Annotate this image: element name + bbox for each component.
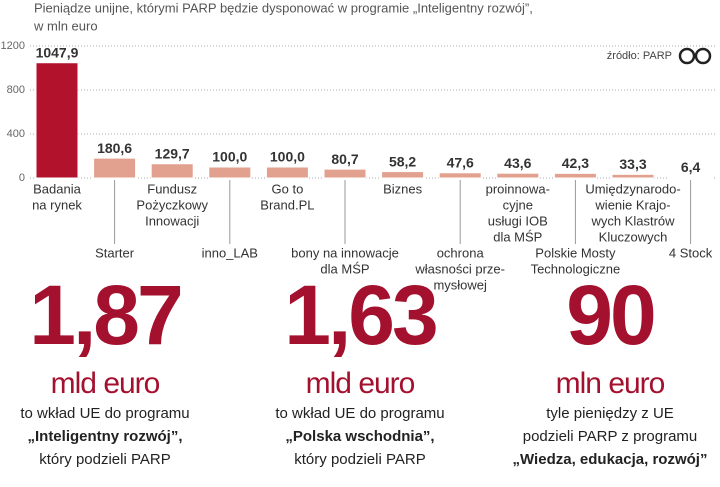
value-label: 6,4 bbox=[681, 159, 701, 175]
x-tick-label: Starter bbox=[95, 245, 135, 260]
x-tick-label: mysłowej bbox=[433, 277, 487, 292]
x-tick-label: proinnowa- bbox=[486, 181, 550, 196]
value-label: 80,7 bbox=[331, 151, 358, 167]
x-tick-label: ochrona bbox=[437, 245, 485, 260]
x-tick-label: Fundusz bbox=[147, 181, 197, 196]
stat-description: „Inteligentny rozwój”, bbox=[27, 428, 182, 445]
value-label: 42,3 bbox=[562, 155, 589, 171]
bar bbox=[669, 176, 713, 179]
x-tick-label: na rynek bbox=[32, 197, 82, 212]
x-tick-label: dla MŚP bbox=[320, 261, 369, 276]
value-label: 43,6 bbox=[504, 155, 531, 171]
x-tick-label: Umiędzynarodo- bbox=[585, 181, 680, 196]
stat-description: „Wiedza, edukacja, rozwój” bbox=[513, 451, 708, 468]
x-tick-label: cyjne bbox=[503, 197, 533, 212]
bar bbox=[208, 166, 252, 179]
x-tick-label: wienie Krajo- bbox=[594, 197, 670, 212]
x-tick-label: własności prze- bbox=[414, 261, 505, 276]
stat-description: który podzieli PARP bbox=[39, 451, 170, 468]
stat-description: to wkład UE do programu bbox=[20, 405, 189, 422]
value-label: 47,6 bbox=[447, 154, 474, 170]
y-tick-label: 0 bbox=[19, 172, 25, 184]
chart-subtitle: w mln euro bbox=[33, 18, 98, 33]
bar bbox=[35, 62, 79, 179]
x-tick-label: Go to bbox=[272, 181, 304, 196]
y-tick-label: 400 bbox=[7, 128, 25, 140]
value-label: 33,3 bbox=[619, 156, 646, 172]
x-tick-label: Brand.PL bbox=[260, 197, 314, 212]
bar bbox=[553, 172, 597, 179]
bar bbox=[323, 168, 367, 179]
stat-description: tyle pieniędzy z UE bbox=[546, 405, 674, 422]
stat-description: to wkład UE do programu bbox=[275, 405, 444, 422]
x-tick-label: Pożyczkowy bbox=[136, 197, 208, 212]
x-tick-label: Innowacji bbox=[145, 213, 199, 228]
stat-description: „Polska wschodnia”, bbox=[285, 428, 434, 445]
bar bbox=[381, 171, 425, 179]
value-label: 180,6 bbox=[97, 140, 132, 156]
value-label: 58,2 bbox=[389, 153, 416, 169]
value-label: 1047,9 bbox=[36, 44, 79, 60]
stat-value: 1,63 bbox=[284, 268, 436, 362]
value-label: 129,7 bbox=[155, 145, 190, 161]
chart-title: Pieniądze unijne, którymi PARP będzie dy… bbox=[34, 0, 533, 15]
x-tick-label: Technologiczne bbox=[531, 261, 621, 276]
x-tick-label: Kluczowych bbox=[599, 229, 668, 244]
stat-description: który podzieli PARP bbox=[294, 451, 425, 468]
x-tick-label: 4 Stock bbox=[669, 245, 713, 260]
value-label: 100,0 bbox=[270, 149, 305, 165]
stat-unit: mld euro bbox=[306, 367, 415, 400]
bar bbox=[438, 172, 482, 179]
source: źródło: PARP bbox=[607, 50, 672, 62]
bar bbox=[611, 173, 655, 179]
x-tick-label: Polskie Mosty bbox=[535, 245, 616, 260]
x-tick-label: usługi IOB bbox=[488, 213, 548, 228]
y-tick-label: 800 bbox=[7, 84, 25, 96]
x-tick-label: dla MŚP bbox=[493, 229, 542, 244]
bar bbox=[93, 157, 137, 179]
stat-value: 90 bbox=[566, 268, 654, 362]
bar bbox=[265, 166, 309, 179]
y-tick-label: 1200 bbox=[1, 40, 25, 52]
stat-description: podzieli PARP z programu bbox=[523, 428, 698, 445]
stat-unit: mld euro bbox=[51, 367, 160, 400]
logo bbox=[678, 47, 712, 65]
x-tick-label: wych Klastrów bbox=[590, 213, 675, 228]
x-tick-label: Biznes bbox=[383, 181, 423, 196]
x-tick-label: inno_LAB bbox=[202, 245, 258, 260]
stat-value: 1,87 bbox=[29, 268, 181, 362]
bar bbox=[150, 163, 194, 179]
value-label: 100,0 bbox=[212, 149, 247, 165]
x-tick-label: Badania bbox=[33, 181, 81, 196]
stat-unit: mln euro bbox=[556, 367, 665, 400]
x-tick-label: bony na innowacje bbox=[291, 245, 399, 260]
bar bbox=[496, 172, 540, 179]
